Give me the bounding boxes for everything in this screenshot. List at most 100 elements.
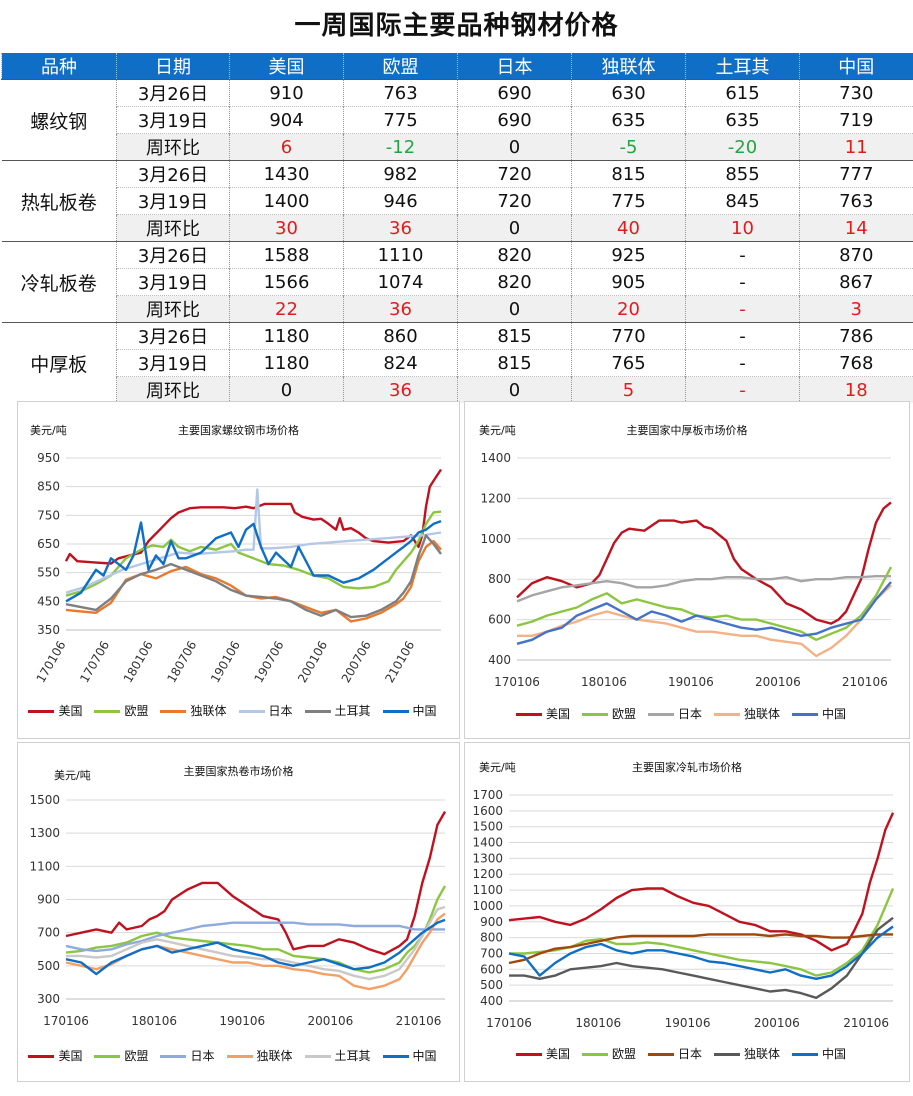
y-tick-label: 800 bbox=[488, 572, 511, 586]
price-cell: 763 bbox=[799, 187, 913, 215]
x-tick-label: 200706 bbox=[339, 639, 374, 686]
column-header: 日本 bbox=[457, 53, 572, 80]
legend-label: 独联体 bbox=[256, 1049, 293, 1063]
x-tick-label: 190106 bbox=[208, 639, 243, 686]
price-cell: 635 bbox=[685, 106, 800, 134]
change-cell: 5 bbox=[571, 376, 686, 403]
price-cell: 1074 bbox=[343, 268, 458, 296]
legend-item: 中国 bbox=[382, 1047, 437, 1064]
change-cell: 6 bbox=[229, 133, 344, 161]
price-cell: 786 bbox=[799, 322, 913, 350]
x-tick-label: 210106 bbox=[842, 675, 888, 689]
legend-swatch bbox=[581, 1053, 608, 1056]
legend-label: 中国 bbox=[822, 707, 847, 721]
column-header: 中国 bbox=[799, 53, 913, 80]
series-line bbox=[516, 501, 892, 625]
change-cell: -12 bbox=[343, 133, 458, 161]
price-cell: 1400 bbox=[229, 187, 344, 215]
legend-label: 土耳其 bbox=[334, 704, 371, 718]
y-tick-label: 550 bbox=[37, 566, 60, 580]
table-row: 3月19日 904 775 690 635 635 719 bbox=[2, 106, 913, 134]
y-tick-label: 1700 bbox=[472, 788, 503, 802]
legend-item: 土耳其 bbox=[304, 1047, 371, 1064]
legend-label: 欧盟 bbox=[124, 704, 149, 718]
price-cell: 765 bbox=[571, 349, 686, 377]
price-cell: 815 bbox=[571, 160, 686, 188]
row-label: 3月26日 bbox=[116, 79, 230, 107]
table-row: 中厚板 3月26日 1180 860 815 770-786 bbox=[1, 322, 913, 403]
legend-item: 美国 bbox=[28, 702, 82, 719]
legend-swatch bbox=[647, 1053, 674, 1056]
legend-label: 日本 bbox=[677, 707, 702, 721]
price-cell: 904 bbox=[229, 106, 344, 134]
legend-swatch bbox=[714, 1053, 740, 1056]
price-cell: 867 bbox=[799, 268, 913, 296]
legend-label: 中国 bbox=[412, 1049, 437, 1063]
chart-title: 主要国家热卷市场价格 bbox=[183, 765, 294, 778]
y-tick-label: 650 bbox=[37, 537, 60, 551]
price-table: 品种 日期 美国 欧盟 日本 独联体 土耳其 中国 螺纹钢 3月26日 910 763 690 630 6… bbox=[1, 53, 913, 403]
change-cell: 0 bbox=[457, 214, 572, 242]
price-cell: 870 bbox=[799, 241, 913, 269]
x-tick-label: 210106 bbox=[843, 1016, 889, 1030]
series-line bbox=[508, 925, 894, 981]
x-tick-label: 200106 bbox=[754, 1016, 800, 1030]
price-cell: 1430 bbox=[229, 160, 344, 188]
legend-swatch bbox=[515, 1053, 542, 1056]
price-cell: 820 bbox=[457, 268, 572, 296]
x-tick-label: 200106 bbox=[307, 1014, 353, 1028]
legend-label: 中国 bbox=[412, 704, 437, 718]
x-tick-label: 170706 bbox=[77, 639, 112, 686]
y-tick-label: 500 bbox=[480, 978, 503, 992]
series-line bbox=[65, 918, 446, 976]
y-tick-label: 1200 bbox=[472, 867, 503, 881]
y-tick-label: 450 bbox=[37, 594, 60, 608]
price-cell: 690 bbox=[457, 79, 572, 107]
y-tick-label: 900 bbox=[37, 893, 60, 907]
change-cell: 18 bbox=[799, 376, 913, 403]
price-cell: 690 bbox=[457, 106, 572, 134]
change-cell: 36 bbox=[343, 295, 458, 323]
y-tick-label: 1000 bbox=[472, 899, 503, 913]
series-line bbox=[65, 534, 442, 619]
row-label: 3月19日 bbox=[116, 187, 230, 215]
legend-item: 美国 bbox=[515, 1045, 570, 1062]
series-line bbox=[65, 885, 447, 974]
x-tick-label: 210106 bbox=[396, 1014, 442, 1028]
price-cell: 982 bbox=[343, 160, 458, 188]
y-tick-label: 900 bbox=[480, 915, 503, 929]
change-cell: 11 bbox=[799, 133, 913, 161]
legend-item: 欧盟 bbox=[581, 1045, 636, 1062]
y-axis-unit: 美元/吨 bbox=[54, 769, 91, 782]
row-label: 3月19日 bbox=[116, 106, 230, 134]
table-row: 周环比 0 36 0 5-18 bbox=[2, 376, 913, 403]
legend-item: 美国 bbox=[28, 1047, 82, 1064]
price-cell: 820 bbox=[457, 241, 572, 269]
legend-swatch bbox=[714, 713, 740, 716]
y-tick-label: 700 bbox=[37, 926, 60, 940]
series-line bbox=[508, 812, 895, 952]
legend-item: 独联体 bbox=[714, 1045, 780, 1062]
change-cell: 14 bbox=[799, 214, 913, 242]
legend-swatch bbox=[382, 710, 409, 713]
x-tick-label: 190106 bbox=[219, 1014, 265, 1028]
legend-label: 欧盟 bbox=[124, 1049, 149, 1063]
y-tick-label: 950 bbox=[37, 451, 60, 465]
change-cell: 36 bbox=[343, 214, 458, 242]
chart-panel-hot-rolled: 300 500 700 900 1100 1300 1500 170106 180106 1901… bbox=[17, 742, 460, 1082]
legend-item: 中国 bbox=[792, 1045, 846, 1062]
legend-swatch bbox=[581, 713, 608, 716]
price-cell: 730 bbox=[799, 79, 913, 107]
legend-swatch bbox=[515, 713, 542, 716]
row-label: 3月19日 bbox=[116, 268, 230, 296]
legend-label: 美国 bbox=[58, 1049, 83, 1063]
change-cell: 0 bbox=[457, 376, 572, 403]
x-tick-label: 200106 bbox=[295, 639, 330, 686]
legend-label: 美国 bbox=[58, 704, 83, 718]
legend-swatch bbox=[304, 710, 331, 713]
price-cell: 1566 bbox=[229, 268, 344, 296]
series-line bbox=[66, 905, 446, 981]
legend-swatch bbox=[304, 1055, 331, 1058]
change-cell: - bbox=[685, 295, 800, 323]
